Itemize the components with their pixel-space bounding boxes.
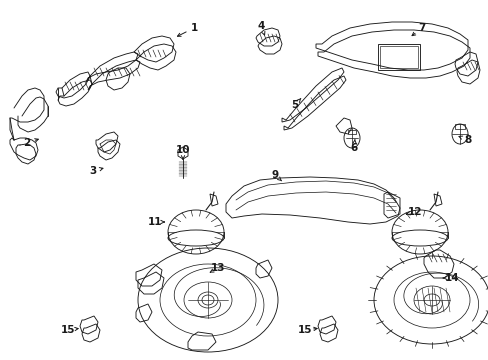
Text: 11: 11 xyxy=(147,217,162,227)
Bar xyxy=(377,44,419,70)
Text: 6: 6 xyxy=(350,143,357,153)
Text: 12: 12 xyxy=(407,207,421,217)
Bar xyxy=(379,46,417,68)
Text: 14: 14 xyxy=(444,273,458,283)
Text: 9: 9 xyxy=(271,170,278,180)
Text: 2: 2 xyxy=(23,138,31,148)
Text: 15: 15 xyxy=(61,325,75,335)
Text: 10: 10 xyxy=(175,145,190,155)
Text: 15: 15 xyxy=(297,325,312,335)
Text: 4: 4 xyxy=(257,21,264,31)
Text: 1: 1 xyxy=(190,23,197,33)
Text: 3: 3 xyxy=(89,166,97,176)
Text: 8: 8 xyxy=(464,135,470,145)
Text: 5: 5 xyxy=(291,100,298,110)
Text: 13: 13 xyxy=(210,263,225,273)
Text: 7: 7 xyxy=(417,23,425,33)
